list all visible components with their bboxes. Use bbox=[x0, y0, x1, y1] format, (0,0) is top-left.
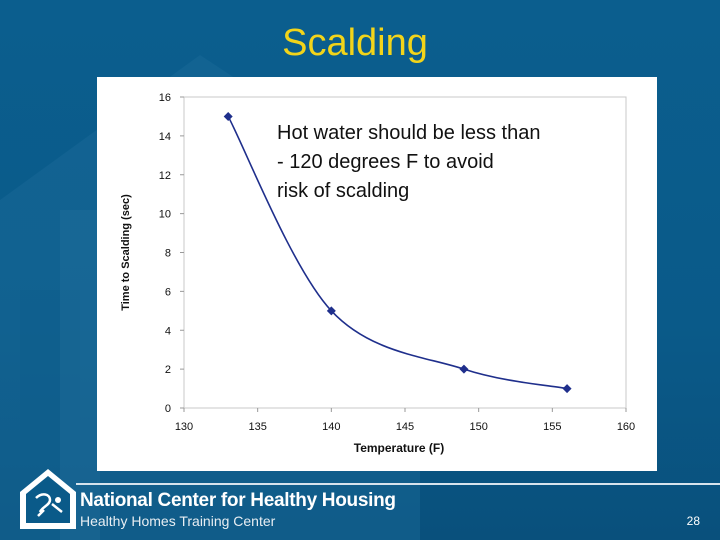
x-tick-label: 130 bbox=[175, 421, 193, 433]
x-tick-label: 150 bbox=[469, 421, 487, 433]
chart-panel: 0 2 4 6 8 10 12 14 16 130 135 140 145 150 155 160 Temper… bbox=[97, 77, 657, 471]
y-tick-label: 10 bbox=[159, 209, 171, 221]
y-tick-label: 4 bbox=[165, 325, 171, 337]
data-point-marker bbox=[326, 306, 336, 316]
footer-divider bbox=[76, 483, 720, 485]
y-tick-label: 16 bbox=[159, 92, 171, 104]
x-tick-label: 145 bbox=[396, 421, 414, 433]
x-tick-label: 135 bbox=[248, 421, 266, 433]
org-subtitle: Healthy Homes Training Center bbox=[80, 513, 276, 529]
callout-line-2: - 120 degrees F to avoid bbox=[277, 151, 494, 173]
house-logo-icon bbox=[20, 469, 76, 529]
y-tick-label: 2 bbox=[165, 364, 171, 376]
y-tick-label: 8 bbox=[165, 248, 171, 260]
x-tick-label: 155 bbox=[543, 421, 561, 433]
y-tick-label: 12 bbox=[159, 170, 171, 182]
scalding-chart: 0 2 4 6 8 10 12 14 16 130 135 140 145 150 155 160 Temper… bbox=[120, 92, 635, 455]
org-name: National Center for Healthy Housing bbox=[80, 490, 396, 511]
callout-line-3: risk of scalding bbox=[277, 180, 410, 202]
x-axis-label: Temperature (F) bbox=[354, 441, 444, 455]
series-line bbox=[227, 116, 568, 390]
callout-text: Hot water should be less than - 120 degr… bbox=[277, 119, 637, 206]
data-point-marker bbox=[223, 111, 233, 121]
data-point-marker bbox=[459, 364, 469, 374]
x-tick-label: 140 bbox=[322, 421, 340, 433]
slide-title: Scalding bbox=[282, 22, 428, 64]
y-tick-label: 14 bbox=[159, 131, 171, 143]
y-axis-label: Time to Scalding (sec) bbox=[120, 194, 132, 311]
y-tick-label: 6 bbox=[165, 286, 171, 298]
y-tick-label: 0 bbox=[165, 403, 171, 415]
data-point-marker bbox=[562, 384, 572, 394]
callout-line-1: Hot water should be less than bbox=[277, 122, 541, 144]
x-tick-label: 160 bbox=[617, 421, 635, 433]
page-number: 28 bbox=[686, 514, 700, 528]
